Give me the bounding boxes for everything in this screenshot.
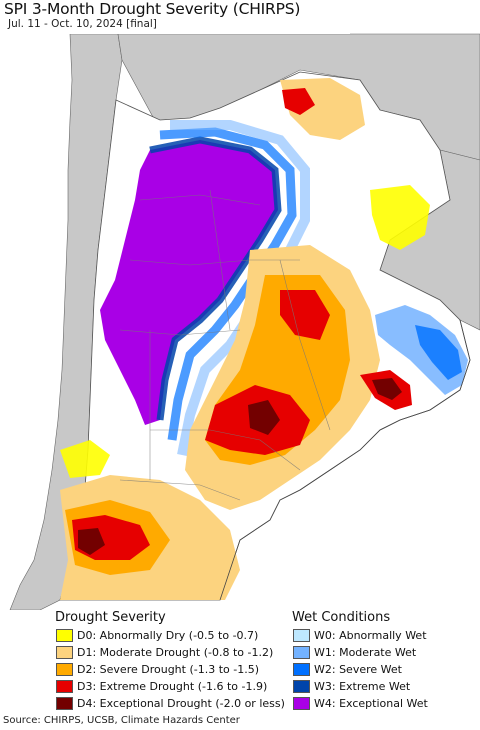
legend-item-d4: D4: Exceptional Drought (-2.0 or less) bbox=[56, 695, 285, 711]
legend-item-d3: D3: Extreme Drought (-1.6 to -1.9) bbox=[56, 678, 267, 694]
legend-item-d2: D2: Severe Drought (-1.3 to -1.5) bbox=[56, 661, 259, 677]
swatch-w4 bbox=[293, 696, 310, 710]
legend: Drought Severity Wet Conditions D0: Abno… bbox=[0, 610, 480, 712]
legend-label: W4: Exceptional Wet bbox=[314, 696, 428, 710]
legend-item-w2: W2: Severe Wet bbox=[293, 661, 402, 677]
legend-label: W1: Moderate Wet bbox=[314, 645, 417, 659]
legend-item-w0: W0: Abnormally Wet bbox=[293, 627, 427, 643]
legend-item-w4: W4: Exceptional Wet bbox=[293, 695, 428, 711]
north-drought-d3 bbox=[282, 88, 315, 115]
north-drought-d0 bbox=[370, 185, 430, 250]
legend-item-w3: W3: Extreme Wet bbox=[293, 678, 410, 694]
swatch-w1 bbox=[293, 645, 310, 659]
legend-label: W3: Extreme Wet bbox=[314, 679, 411, 693]
swatch-d4 bbox=[56, 696, 73, 710]
swatch-w3 bbox=[293, 679, 310, 693]
map-subtitle: Jul. 11 - Oct. 10, 2024 [final] bbox=[8, 18, 157, 30]
title-backdrop bbox=[0, 0, 350, 34]
central-drought-d4 bbox=[248, 400, 280, 435]
province-borders bbox=[119, 189, 331, 501]
legend-label: W2: Severe Wet bbox=[314, 662, 402, 676]
swatch-d3 bbox=[56, 679, 73, 693]
w4-exceptional-wet-area bbox=[100, 140, 278, 425]
east-drought-d3 bbox=[280, 290, 330, 340]
drought-map bbox=[0, 0, 480, 610]
swatch-d1 bbox=[56, 645, 73, 659]
legend-label: W0: Abnormally Wet bbox=[314, 628, 427, 642]
swatch-w2 bbox=[293, 662, 310, 676]
legend-label: D2: Severe Drought (-1.3 to -1.5) bbox=[77, 662, 260, 676]
atlantic-coastline bbox=[219, 319, 471, 601]
swatch-w0 bbox=[293, 628, 310, 642]
map-title: SPI 3-Month Drought Severity (CHIRPS) bbox=[4, 0, 301, 18]
swatch-d2 bbox=[56, 662, 73, 676]
legend-item-d1: D1: Moderate Drought (-0.8 to -1.2) bbox=[56, 644, 273, 660]
legend-label: D0: Abnormally Dry (-0.5 to -0.7) bbox=[77, 628, 259, 642]
south-drought-d0 bbox=[60, 440, 110, 478]
legend-label: D1: Moderate Drought (-0.8 to -1.2) bbox=[77, 645, 274, 659]
rio-plata-drought-d4 bbox=[372, 378, 402, 400]
legend-item-d0: D0: Abnormally Dry (-0.5 to -0.7) bbox=[56, 627, 258, 643]
legend-drought-heading: Drought Severity bbox=[55, 610, 166, 625]
legend-label: D4: Exceptional Drought (-2.0 or less) bbox=[77, 696, 285, 710]
swatch-d0 bbox=[56, 628, 73, 642]
source-credit: Source: CHIRPS, UCSB, Climate Hazards Ce… bbox=[3, 715, 240, 726]
legend-item-w1: W1: Moderate Wet bbox=[293, 644, 416, 660]
legend-label: D3: Extreme Drought (-1.6 to -1.9) bbox=[77, 679, 268, 693]
south-drought-d4 bbox=[78, 528, 105, 555]
legend-wet-heading: Wet Conditions bbox=[292, 610, 391, 625]
uruguay-w2-area bbox=[415, 325, 462, 380]
